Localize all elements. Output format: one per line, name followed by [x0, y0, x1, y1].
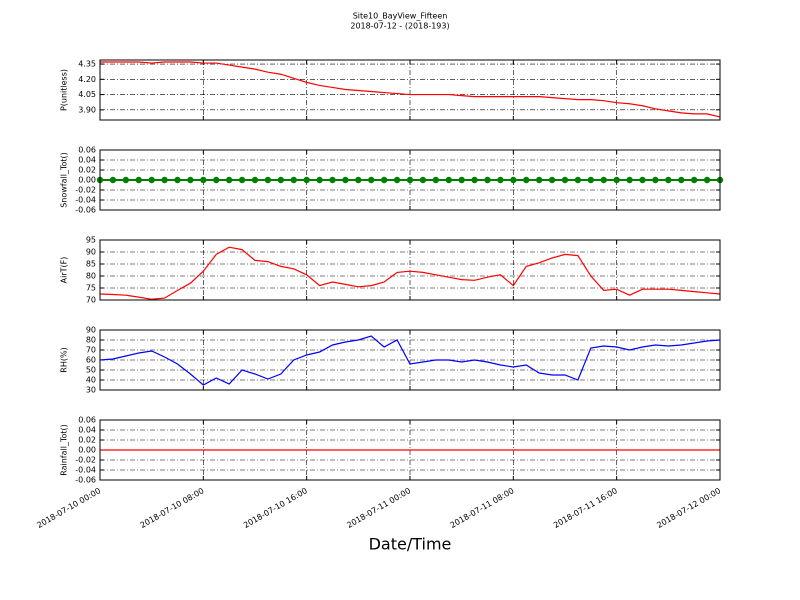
data-point	[148, 176, 155, 184]
y-tick-label: -0.04	[75, 466, 96, 475]
data-point	[690, 176, 698, 184]
data-point	[613, 176, 620, 184]
y-tick-label: 0.02	[78, 166, 96, 175]
data-point	[329, 176, 336, 184]
data-point	[626, 176, 633, 184]
data-point	[510, 176, 517, 184]
data-point	[316, 176, 323, 184]
data-point	[161, 176, 168, 184]
data-point	[678, 176, 685, 184]
axes-frame	[99, 239, 721, 301]
y-tick-label: 0.06	[78, 416, 96, 425]
y-tick-label: 90	[86, 248, 96, 257]
data-point	[109, 176, 117, 184]
data-point	[587, 176, 595, 184]
y-tick-label: 60	[86, 356, 96, 365]
data-point	[264, 176, 272, 184]
data-point	[251, 176, 259, 184]
data-point	[290, 176, 297, 184]
y-axis-label: AirT(F)	[60, 257, 69, 284]
y-tick-label: 95	[86, 236, 96, 245]
y-tick-label: 80	[86, 272, 96, 281]
axes-frame	[99, 149, 721, 211]
y-tick-label: 3.90	[78, 105, 96, 114]
data-point	[484, 176, 491, 184]
y-tick-label: 70	[86, 346, 96, 355]
data-point	[122, 176, 130, 184]
y-tick-label: 90	[86, 326, 96, 335]
data-point	[574, 176, 582, 184]
data-point	[342, 176, 349, 184]
y-axis-label: Snowfall_Tot()	[60, 152, 69, 208]
data-point	[652, 176, 659, 184]
data-point	[703, 176, 711, 184]
data-line	[100, 61, 721, 118]
y-tick-label: -0.02	[75, 456, 96, 465]
data-point	[497, 176, 504, 184]
y-tick-label: 75	[86, 284, 96, 293]
data-point	[380, 176, 388, 184]
data-point	[225, 176, 233, 184]
y-tick-label: 4.35	[78, 60, 96, 69]
y-tick-label: -0.06	[75, 206, 96, 215]
x-axis-label: Date/Time	[369, 535, 452, 554]
data-point	[432, 176, 440, 184]
y-tick-label: 0.00	[78, 176, 96, 185]
data-point	[665, 176, 672, 184]
axes-frame	[99, 329, 721, 391]
data-point	[277, 176, 285, 184]
y-tick-label: -0.02	[75, 186, 96, 195]
y-tick-label: 80	[86, 336, 96, 345]
y-tick-label: 4.05	[78, 90, 96, 99]
y-axis-label: RH(%)	[60, 347, 69, 372]
y-tick-label: 0.06	[78, 146, 96, 155]
data-point	[445, 176, 452, 184]
data-point	[406, 176, 414, 184]
y-tick-label: 70	[86, 296, 96, 305]
data-point	[135, 176, 142, 184]
y-tick-label: 85	[86, 260, 96, 269]
data-point	[355, 176, 362, 184]
data-point	[600, 176, 607, 184]
data-point	[419, 176, 427, 184]
chart-title: Site10_BayView_Fifteen	[353, 12, 448, 21]
y-tick-label: 0.04	[78, 426, 96, 435]
data-point	[213, 176, 220, 184]
data-point	[535, 176, 543, 184]
data-point	[303, 176, 310, 184]
y-axis-label: P(unitless)	[60, 69, 69, 111]
data-line	[99, 335, 721, 386]
axes-frame	[99, 59, 721, 121]
axes-frame	[99, 419, 721, 481]
data-point	[200, 176, 207, 184]
data-point	[471, 176, 478, 184]
chart-subtitle: 2018-07-12 - (2018-193)	[350, 22, 449, 31]
y-tick-label: 40	[86, 376, 96, 385]
data-line	[99, 246, 721, 300]
data-point	[174, 176, 181, 184]
data-point	[548, 176, 556, 184]
y-tick-label: 0.04	[78, 156, 96, 165]
data-point	[187, 176, 194, 184]
data-point	[368, 176, 375, 184]
y-axis-label: Rainfall_Tot()	[60, 424, 69, 476]
y-tick-label: -0.04	[75, 196, 96, 205]
y-tick-label: 0.00	[78, 446, 96, 455]
data-point	[561, 176, 569, 184]
y-tick-label: 4.20	[78, 75, 96, 84]
y-tick-label: 50	[86, 366, 96, 375]
y-tick-label: 30	[86, 386, 96, 395]
y-tick-label: 0.02	[78, 436, 96, 445]
data-point	[393, 176, 401, 184]
data-point	[458, 176, 465, 184]
data-point	[639, 176, 646, 184]
y-tick-label: -0.06	[75, 476, 96, 485]
data-point	[238, 176, 246, 184]
data-point	[523, 176, 530, 184]
